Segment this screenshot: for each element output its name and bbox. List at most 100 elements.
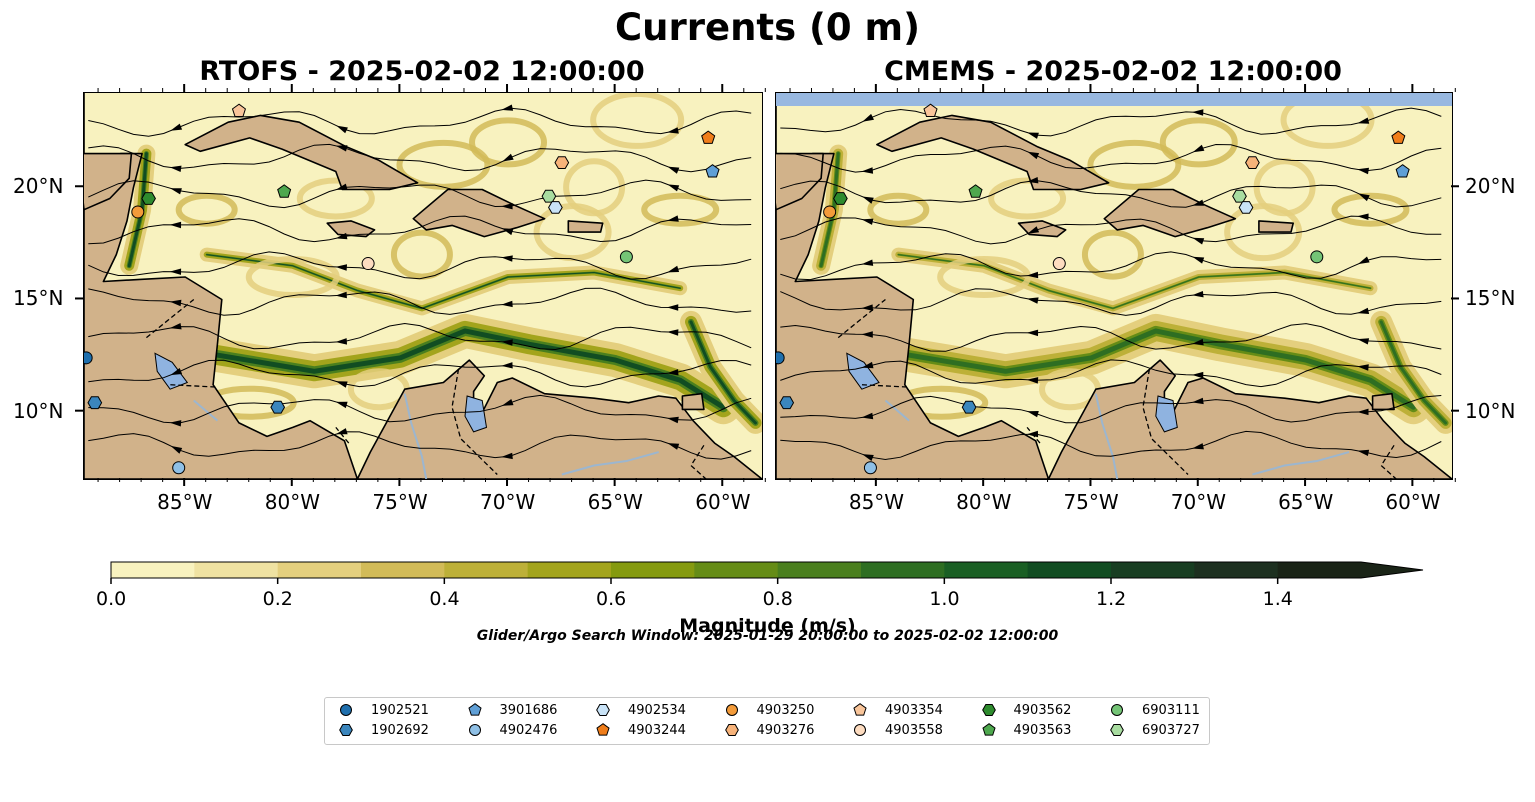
streamline-arrow [667,184,680,192]
streamline-arrow [335,428,348,435]
streamline-arrow [1192,144,1205,153]
lon-tick-label: 75°W [372,490,428,514]
streamline-arrow [666,304,679,311]
search-window-subtitle: Glider/Argo Search Window: 2025-01-29 20… [476,628,1059,644]
legend-marker [467,703,482,716]
streamline-arrow [501,300,513,308]
legend-item: 1902521 [335,701,429,719]
float-marker-4902476 [172,461,186,475]
lat-tick-label: 10°N [1465,398,1516,423]
rtofs-map [83,92,763,480]
legend-item: 4903563 [978,721,1072,739]
legend-marker [853,703,867,716]
streamline-arrow [169,299,182,307]
legend-marker [340,704,352,716]
lon-tick-label: 85°W [848,490,905,514]
float-marker-4903558 [361,257,375,271]
colorbar-segment [194,562,279,578]
streamline-arrow [501,255,513,262]
streamline-arrow [667,166,680,174]
legend-marker [981,723,996,736]
float-marker-3901686 [1395,164,1410,178]
colorbar-tick-label: 0.6 [596,588,627,610]
float-marker-4903562 [141,192,156,205]
streamline-arrow [667,215,679,222]
rtofs-map-svg [84,93,762,479]
streamline-arrow [1027,411,1039,418]
float-marker-4903276 [554,156,570,169]
river [1252,451,1350,476]
land-polygon [1258,220,1294,233]
legend-marker-icon [854,724,866,736]
streamline-arrow [1192,397,1204,405]
figure-title: Currents (0 m) [614,6,920,49]
land-polygon [876,114,1110,191]
legend-item: 4903250 [721,701,814,719]
current-speed-band [689,320,757,425]
streamline-arrow [1357,167,1369,175]
streamline-arrow [1357,213,1369,220]
streamline-arrow [501,203,513,210]
legend-item: 6903727 [1106,721,1200,739]
streamline [88,322,752,351]
colorbar-tick-label: 1.4 [1262,588,1293,610]
streamline-arrow [501,399,514,406]
float-marker-4903563 [968,184,983,198]
current-speed-band [788,328,1416,410]
streamline-arrow [170,123,183,131]
float-marker-4903563 [277,184,292,198]
float-marker-4903276 [1245,156,1260,169]
streamline-arrow [1026,377,1039,384]
current-speed-band [1379,320,1448,425]
colorbar-segment [861,562,945,578]
streamline [780,288,1442,316]
streamline-arrow [335,183,348,190]
legend-item: 4903558 [849,721,943,739]
lon-tick-label: 70°W [1170,490,1226,514]
streamline-arrow [169,268,182,275]
lon-tick-label: 70°W [480,490,536,514]
river [1094,393,1119,479]
float-marker-4903244 [1391,130,1406,144]
float-marker-4903558 [1052,257,1066,271]
colorbar-tick-label: 1.0 [929,588,960,610]
streamline-arrow [1192,443,1204,450]
legend-label: 4903563 [1013,722,1072,738]
streamline-arrow [1027,132,1039,139]
streamline-arrow [170,445,183,454]
streamline-arrow [1357,307,1370,314]
border-line [335,426,350,444]
streamline [88,251,752,280]
lon-tick-label: 65°W [1278,490,1334,514]
legend-marker-icon [596,704,610,716]
streamline-arrow [335,232,348,240]
legend-label: 4903244 [628,722,686,738]
streamline-arrow [1026,297,1039,304]
cmems-map-svg [776,93,1452,479]
streamline-arrow [861,331,873,338]
legend-marker [981,704,996,716]
lake [846,352,880,390]
float-marker-6903111 [619,250,633,264]
legend-item: 4902534 [592,701,686,719]
legend-item: 4903276 [721,721,815,739]
legend-marker [596,723,610,736]
legend-label: 1902521 [371,702,429,718]
streamline-arrow [1357,117,1370,124]
land-polygon [356,359,762,479]
legend-item: 6903111 [1106,701,1200,719]
streamline [88,143,752,173]
legend-label: 4902534 [628,702,686,718]
land-polygon [84,152,133,211]
colorbar-segment [1027,562,1112,578]
legend-marker [724,724,739,736]
float-marker-4903250 [131,205,145,219]
streamline-arrow [501,228,514,236]
colorbar-segment [694,562,779,578]
legend-label: 4903276 [756,722,815,738]
streamline-arrow [1191,109,1204,116]
eddy-ring [590,93,685,149]
cmems-panel-title: CMEMS - 2025-02-02 12:00:00 [884,56,1342,87]
legend-marker [339,724,353,736]
colorbar-segment [1277,562,1362,578]
